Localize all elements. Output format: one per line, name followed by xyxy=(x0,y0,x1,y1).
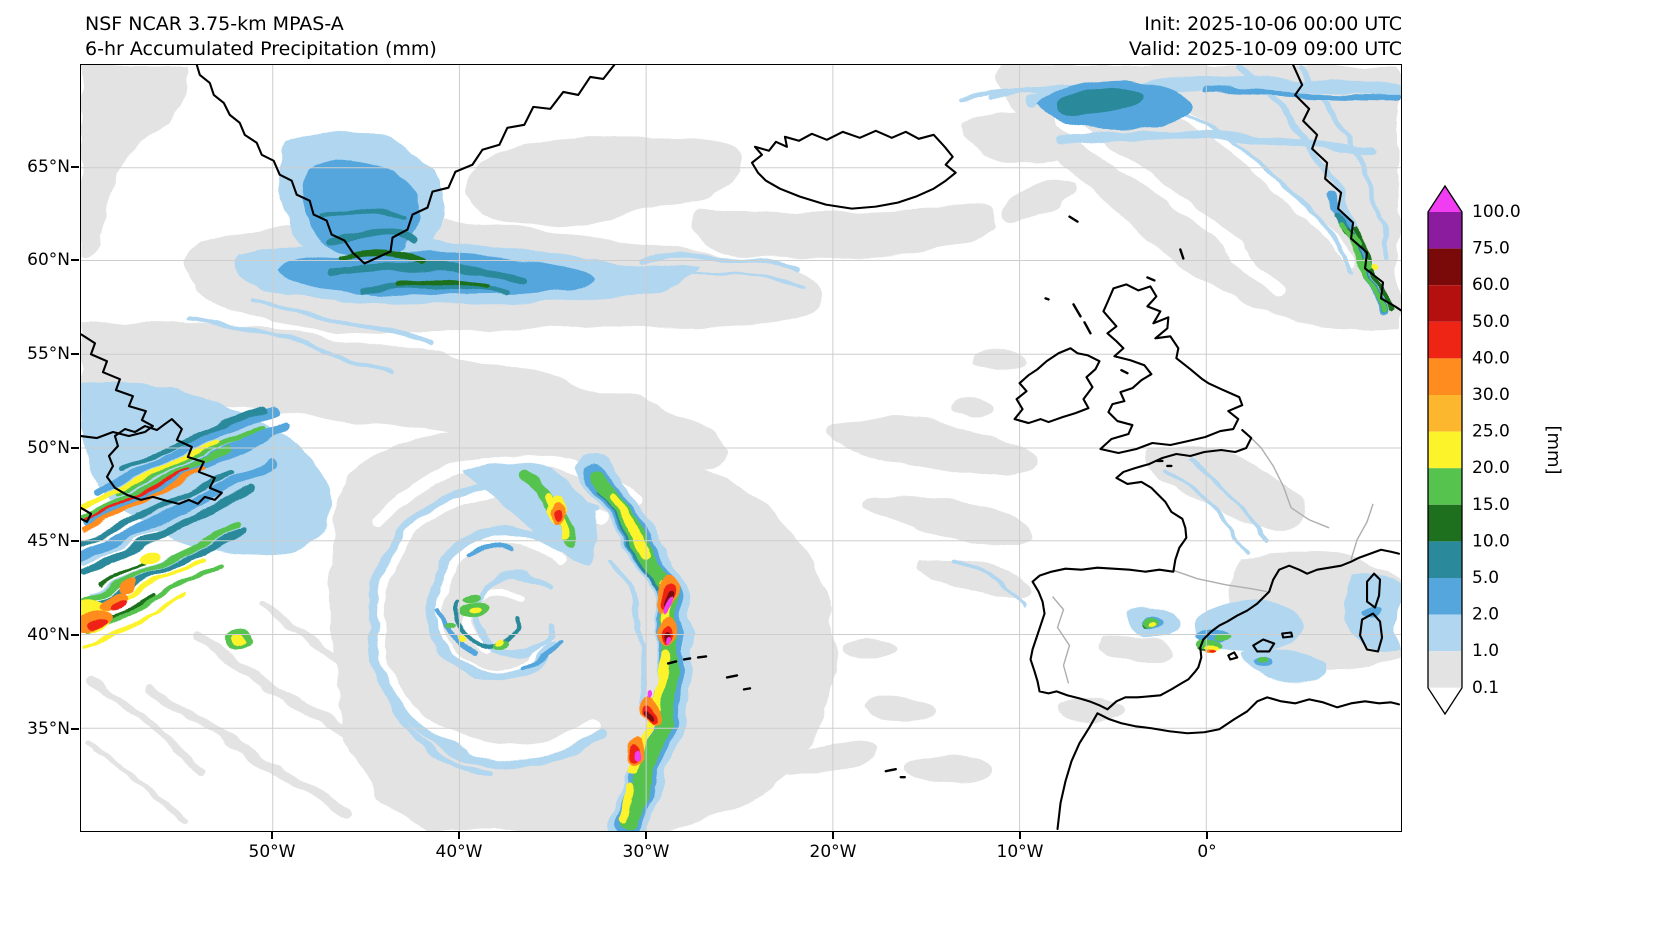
lat-tickmark xyxy=(71,259,79,261)
labrador-coastline xyxy=(81,333,154,440)
lon-tick-50w: 50°W xyxy=(248,842,296,862)
colorbar-tick-label: 50.0 xyxy=(1472,312,1510,332)
lat-tick-60n: 60°N xyxy=(27,250,70,270)
colorbar-tick-label: 10.0 xyxy=(1472,531,1510,551)
colorbar-segment xyxy=(1428,321,1462,359)
title-block: NSF NCAR 3.75-km MPAS-A 6-hr Accumulated… xyxy=(85,12,437,62)
colorbar-segment xyxy=(1428,468,1462,505)
norway-coastline xyxy=(1292,65,1401,312)
colorbar-segment xyxy=(1428,431,1462,469)
valid-time: Valid: 2025-10-09 09:00 UTC xyxy=(1128,38,1402,60)
meta-block: Init: 2025-10-06 00:00 UTC Valid: 2025-1… xyxy=(1129,12,1402,62)
ireland-coastline xyxy=(1013,347,1101,425)
colorbar-tick-label: 100.0 xyxy=(1472,202,1521,222)
iceland-coastline xyxy=(750,129,957,210)
ibiza-coastline xyxy=(1227,651,1239,661)
lon-tickmark xyxy=(832,832,834,839)
colorbar-tick-label: 1.0 xyxy=(1472,641,1499,661)
model-title: NSF NCAR 3.75-km MPAS-A xyxy=(85,13,344,35)
colorbar-segment xyxy=(1428,395,1462,432)
colorbar-segment xyxy=(1428,212,1462,249)
coastlines xyxy=(81,65,1401,831)
graticule-gridlines xyxy=(81,65,1401,831)
colorbar-segment xyxy=(1428,614,1462,652)
lat-tickmark xyxy=(71,166,79,168)
colorbar-tick-label: 2.0 xyxy=(1472,605,1499,625)
greenland-coastline xyxy=(195,65,616,265)
colorbar-segment xyxy=(1428,285,1462,322)
colorbar-unit-label: [mm] xyxy=(1543,425,1564,474)
colorbar-tick-label: 0.1 xyxy=(1472,678,1499,698)
map-canvas xyxy=(81,65,1401,831)
colorbar-canvas: 100.0 75.0 60.0 50.0 40.0 30.0 25.0 20.0… xyxy=(1427,184,1564,716)
colorbar-tick-label: 75.0 xyxy=(1472,239,1510,259)
colorbar-segment xyxy=(1428,504,1462,542)
corsica-coastline xyxy=(1366,572,1382,609)
lat-tickmark xyxy=(71,634,79,636)
colorbar-over-arrow xyxy=(1428,186,1462,212)
lon-tick-10w: 10°W xyxy=(996,842,1044,862)
lat-tick-40n: 40°N xyxy=(27,625,70,645)
lat-tickmark xyxy=(71,447,79,449)
lat-tick-65n: 65°N xyxy=(27,157,70,177)
colorbar-segment xyxy=(1428,651,1462,688)
colorbar-tick-label: 20.0 xyxy=(1472,458,1510,478)
lon-tickmark xyxy=(1019,832,1021,839)
colorbar-segment xyxy=(1428,578,1462,615)
colorbar-segment xyxy=(1428,248,1462,286)
great-britain-coastline xyxy=(1099,283,1244,455)
lon-tickmark xyxy=(271,832,273,839)
lon-tickmark xyxy=(645,832,647,839)
lon-tickmark xyxy=(1206,832,1208,839)
sardinia-coastline xyxy=(1359,612,1384,653)
colorbar-tick-label: 25.0 xyxy=(1472,422,1510,442)
mallorca-coastline xyxy=(1252,638,1276,653)
colorbar-segment xyxy=(1428,541,1462,578)
lat-tickmark xyxy=(71,540,79,542)
lon-tickmark xyxy=(458,832,460,839)
map-panel xyxy=(80,64,1402,832)
small-islands xyxy=(666,215,1185,779)
france-iberia-coastline xyxy=(1029,428,1401,711)
colorbar-tick-label: 15.0 xyxy=(1472,495,1510,515)
lon-tick-40w: 40°W xyxy=(435,842,483,862)
lat-tickmark xyxy=(71,353,79,355)
lat-tickmark xyxy=(71,728,79,730)
colorbar-outline xyxy=(1427,184,1463,716)
menorca-coastline xyxy=(1281,631,1294,639)
lat-tick-55n: 55°N xyxy=(27,344,70,364)
lat-tick-45n: 45°N xyxy=(27,531,70,551)
lat-tick-50n: 50°N xyxy=(27,438,70,458)
lon-tick-30w: 30°W xyxy=(622,842,670,862)
variable-title: 6-hr Accumulated Precipitation (mm) xyxy=(85,38,437,60)
colorbar-tick-label: 60.0 xyxy=(1472,275,1510,295)
lon-tick-20w: 20°W xyxy=(809,842,857,862)
morocco-algeria-coastline xyxy=(1056,696,1401,831)
lat-tick-35n: 35°N xyxy=(27,719,70,739)
colorbar-under-arrow xyxy=(1428,687,1462,714)
colorbar-tick-label: 30.0 xyxy=(1472,385,1510,405)
colorbar-segment xyxy=(1428,358,1462,395)
colorbar-tick-label: 5.0 xyxy=(1472,568,1499,588)
init-time: Init: 2025-10-06 00:00 UTC xyxy=(1144,13,1402,35)
country-borders xyxy=(1051,431,1374,684)
colorbar: 100.0 75.0 60.0 50.0 40.0 30.0 25.0 20.0… xyxy=(1420,180,1655,740)
colorbar-tick-label: 40.0 xyxy=(1472,348,1510,368)
cape-breton-coastline xyxy=(81,506,93,523)
newfoundland-coastline xyxy=(105,418,223,505)
lon-tick-0: 0° xyxy=(1197,842,1217,862)
